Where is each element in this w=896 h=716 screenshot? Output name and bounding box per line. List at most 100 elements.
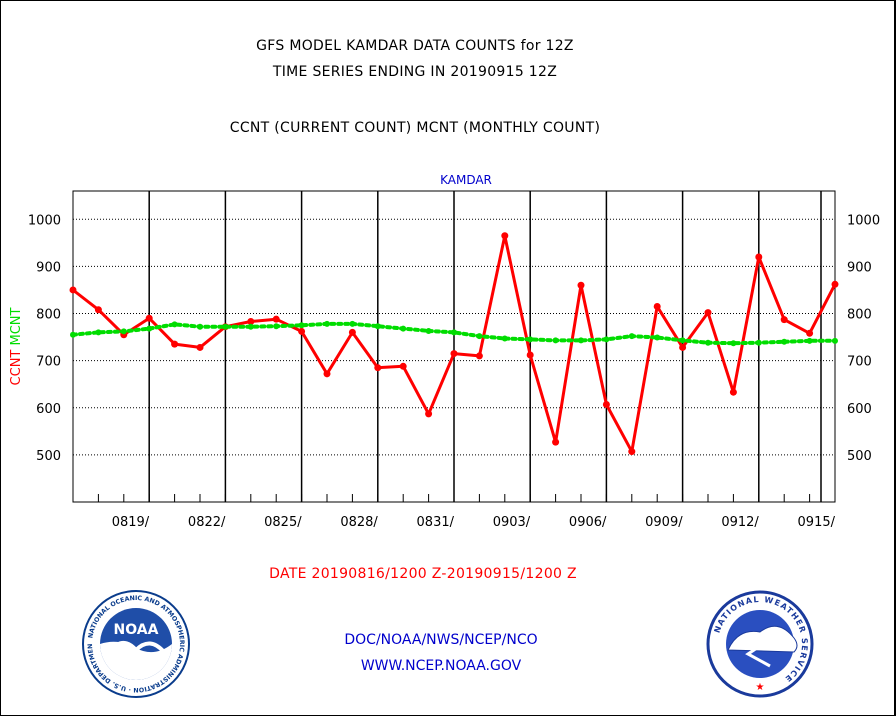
x-tick-label: 0912/: [721, 515, 759, 530]
x-tick-label: 0825/: [264, 515, 302, 530]
data-point-mcnt: [222, 323, 229, 330]
data-point-ccnt: [780, 316, 788, 324]
grid-layer: [72, 190, 836, 503]
y-axis-label-mcnt: MCNT: [9, 307, 24, 345]
data-point-ccnt: [196, 343, 204, 351]
data-point-mcnt: [374, 323, 381, 330]
data-point-mcnt: [501, 335, 508, 342]
footer-agency-path: DOC/NOAA/NWS/NCEP/NCO: [344, 632, 538, 648]
data-point-ccnt: [272, 315, 280, 323]
data-point-ccnt: [145, 314, 153, 322]
data-point-mcnt: [781, 338, 788, 345]
y-tick-label-left: 1000: [28, 213, 61, 228]
x-tick-label: 0903/: [493, 515, 531, 530]
data-point-mcnt: [654, 334, 661, 341]
y-tick-label-right: 1000: [847, 213, 880, 228]
data-point-mcnt: [298, 322, 305, 329]
data-point-ccnt: [602, 400, 610, 408]
data-point-mcnt: [806, 337, 813, 344]
data-point-ccnt: [399, 362, 407, 370]
data-point-mcnt: [730, 340, 737, 347]
chart-title-line-2: TIME SERIES ENDING IN 20190915 12Z: [272, 64, 558, 80]
y-tick-label-right: 700: [847, 355, 872, 370]
data-point-mcnt: [146, 325, 153, 332]
x-tick-label: 0822/: [188, 515, 226, 530]
data-point-ccnt: [831, 280, 839, 288]
label-layer: 500 500 600 600 700 700 800 800 900 900 1000 1000 08…: [9, 173, 880, 530]
data-point-mcnt: [603, 336, 610, 343]
y-tick-label-left: 700: [36, 355, 61, 370]
data-point-ccnt: [729, 388, 737, 396]
data-point-mcnt: [705, 339, 711, 346]
data-point-mcnt: [247, 323, 254, 330]
chart-title-line-3: CCNT (CURRENT COUNT) MCNT (MONTHLY COUNT…: [229, 120, 601, 136]
data-point-ccnt: [247, 318, 255, 326]
data-point-ccnt: [501, 232, 509, 240]
data-point-mcnt: [273, 323, 280, 330]
data-point-mcnt: [70, 331, 76, 338]
data-point-mcnt: [552, 337, 559, 344]
data-point-ccnt: [628, 448, 636, 456]
y-tick-label-right: 600: [847, 402, 872, 417]
data-point-mcnt: [400, 325, 407, 332]
data-point-mcnt: [527, 336, 534, 343]
data-point-mcnt: [832, 337, 838, 344]
data-point-mcnt: [324, 320, 330, 327]
data-point-mcnt: [349, 320, 356, 327]
data-point-mcnt: [679, 337, 686, 344]
data-point-ccnt: [526, 351, 534, 359]
data-point-mcnt: [171, 321, 178, 328]
data-point-ccnt: [425, 410, 433, 418]
data-point-mcnt: [451, 329, 457, 336]
data-point-ccnt: [69, 286, 77, 294]
data-point-mcnt: [425, 327, 432, 334]
data-point-ccnt: [679, 343, 687, 351]
data-point-mcnt: [476, 333, 483, 340]
y-tick-label-left: 900: [36, 260, 61, 275]
noaa-logo: NOAA NATIONAL OCEANIC AND ATMOSPHERIC AD…: [80, 590, 190, 698]
data-point-ccnt: [94, 306, 102, 314]
y-axis-label: CCNT MCNT: [9, 307, 24, 385]
data-point-ccnt: [171, 340, 179, 348]
data-point-ccnt: [450, 350, 458, 358]
y-tick-label-left: 800: [36, 308, 61, 323]
data-point-ccnt: [806, 329, 814, 337]
data-point-ccnt: [348, 328, 356, 336]
x-tick-label: 0828/: [340, 515, 378, 530]
y-tick-label-right: 900: [847, 260, 872, 275]
data-point-mcnt: [95, 329, 102, 336]
data-point-ccnt: [374, 364, 382, 372]
y-tick-label-left: 500: [36, 449, 61, 464]
data-point-mcnt: [120, 328, 127, 335]
data-point-ccnt: [755, 253, 763, 261]
data-point-ccnt: [475, 352, 483, 360]
data-point-mcnt: [755, 339, 762, 346]
y-axis-label-ccnt: CCNT: [9, 346, 24, 386]
data-point-ccnt: [552, 438, 560, 446]
x-tick-label: 0906/: [569, 515, 607, 530]
data-point-ccnt: [577, 281, 585, 289]
data-point-ccnt: [323, 370, 331, 378]
series-layer: [69, 232, 839, 456]
y-tick-label-left: 600: [36, 402, 61, 417]
y-tick-label-right: 500: [847, 449, 872, 464]
date-range-label: DATE 20190816/1200 Z-20190915/1200 Z: [269, 566, 577, 582]
footer-website[interactable]: WWW.NCEP.NOAA.GOV: [360, 658, 522, 674]
y-tick-label-right: 800: [847, 308, 872, 323]
noaa-logo-text: NOAA: [114, 622, 159, 638]
nws-logo: ★ NATIONAL WEATHER SERVICE: [706, 590, 814, 698]
x-tick-label: 0831/: [417, 515, 455, 530]
data-point-ccnt: [653, 302, 661, 310]
x-tick-label: 0909/: [645, 515, 683, 530]
data-point-mcnt: [197, 323, 203, 330]
star-icon: ★: [756, 682, 765, 693]
data-point-mcnt: [628, 333, 635, 340]
chart-subtitle: KAMDAR: [440, 173, 492, 187]
x-tick-label: 0819/: [112, 515, 150, 530]
data-point-mcnt: [578, 337, 584, 344]
data-point-ccnt: [298, 327, 306, 335]
chart-title-line-1: GFS MODEL KAMDAR DATA COUNTS for 12Z: [256, 38, 574, 54]
data-point-ccnt: [704, 309, 712, 317]
x-tick-label: 0915/: [798, 515, 836, 530]
